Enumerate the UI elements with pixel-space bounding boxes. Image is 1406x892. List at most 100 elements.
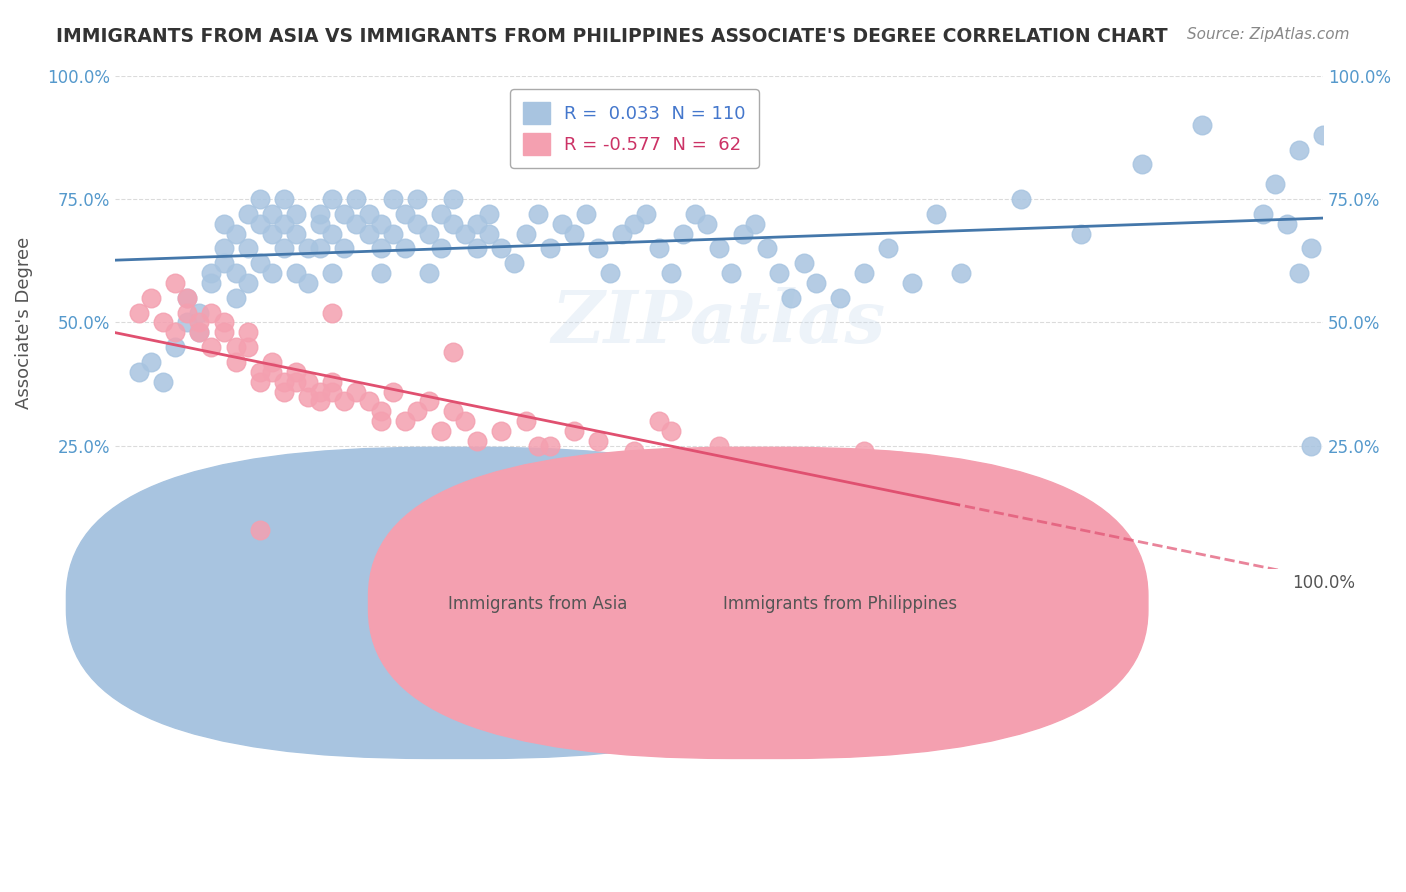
- Point: [200, 276, 222, 290]
- Point: [188, 315, 211, 329]
- Point: [1299, 439, 1322, 453]
- Point: [949, 266, 972, 280]
- FancyBboxPatch shape: [368, 448, 1147, 758]
- Point: [1010, 192, 1032, 206]
- Point: [1288, 266, 1310, 280]
- Point: [491, 241, 513, 255]
- Point: [249, 217, 271, 231]
- Point: [309, 384, 332, 399]
- Point: [441, 404, 464, 418]
- Point: [128, 305, 150, 319]
- Point: [1299, 241, 1322, 255]
- Point: [1130, 157, 1153, 171]
- Point: [659, 424, 682, 438]
- Point: [707, 241, 730, 255]
- Point: [430, 241, 453, 255]
- Point: [273, 384, 295, 399]
- Point: [260, 365, 283, 379]
- Point: [430, 207, 453, 221]
- Point: [793, 256, 815, 270]
- Point: [394, 241, 416, 255]
- Point: [370, 414, 392, 428]
- Point: [236, 207, 259, 221]
- Point: [236, 276, 259, 290]
- Point: [139, 291, 162, 305]
- Point: [1264, 177, 1286, 191]
- Point: [139, 355, 162, 369]
- Point: [225, 291, 247, 305]
- Point: [925, 207, 948, 221]
- Point: [297, 390, 319, 404]
- Point: [877, 241, 900, 255]
- Point: [672, 227, 695, 241]
- Point: [212, 256, 235, 270]
- Point: [756, 453, 779, 467]
- Point: [491, 424, 513, 438]
- Point: [370, 217, 392, 231]
- Point: [683, 207, 706, 221]
- Point: [249, 192, 271, 206]
- Point: [346, 217, 368, 231]
- Point: [405, 217, 427, 231]
- Point: [1275, 217, 1298, 231]
- Point: [188, 305, 211, 319]
- Point: [612, 227, 634, 241]
- Point: [152, 315, 174, 329]
- Point: [465, 434, 488, 448]
- Point: [636, 207, 658, 221]
- Point: [478, 227, 501, 241]
- Point: [623, 217, 645, 231]
- Point: [418, 394, 440, 409]
- Point: [321, 227, 343, 241]
- Point: [454, 414, 477, 428]
- Point: [309, 207, 332, 221]
- Point: [418, 266, 440, 280]
- Point: [249, 256, 271, 270]
- Point: [212, 326, 235, 340]
- Point: [176, 291, 198, 305]
- Point: [733, 227, 755, 241]
- Point: [273, 241, 295, 255]
- Point: [405, 404, 427, 418]
- Point: [333, 394, 356, 409]
- Point: [599, 266, 621, 280]
- Point: [297, 375, 319, 389]
- Point: [225, 266, 247, 280]
- Point: [309, 217, 332, 231]
- Point: [260, 207, 283, 221]
- Text: Source: ZipAtlas.com: Source: ZipAtlas.com: [1187, 27, 1350, 42]
- Point: [562, 424, 585, 438]
- Point: [756, 241, 779, 255]
- Point: [551, 217, 574, 231]
- Point: [357, 227, 380, 241]
- Point: [441, 217, 464, 231]
- Point: [225, 227, 247, 241]
- Point: [200, 305, 222, 319]
- Point: [1191, 118, 1213, 132]
- Point: [321, 375, 343, 389]
- Point: [562, 227, 585, 241]
- Point: [273, 192, 295, 206]
- Point: [647, 241, 669, 255]
- Point: [586, 241, 609, 255]
- Point: [236, 340, 259, 354]
- Point: [236, 241, 259, 255]
- Point: [515, 414, 537, 428]
- Legend: R =  0.033  N = 110, R = -0.577  N =  62: R = 0.033 N = 110, R = -0.577 N = 62: [510, 89, 758, 168]
- Point: [381, 384, 404, 399]
- Point: [465, 241, 488, 255]
- Point: [176, 315, 198, 329]
- Point: [394, 414, 416, 428]
- Point: [659, 266, 682, 280]
- Point: [538, 241, 561, 255]
- Point: [804, 464, 827, 478]
- Point: [381, 227, 404, 241]
- Point: [370, 266, 392, 280]
- Point: [526, 439, 548, 453]
- Point: [249, 523, 271, 537]
- Point: [285, 266, 308, 280]
- Point: [165, 276, 187, 290]
- Y-axis label: Associate's Degree: Associate's Degree: [15, 236, 32, 409]
- Point: [515, 227, 537, 241]
- Point: [804, 276, 827, 290]
